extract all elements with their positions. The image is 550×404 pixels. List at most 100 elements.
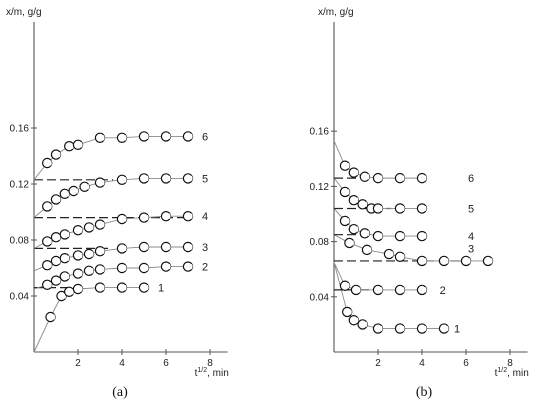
data-point bbox=[339, 186, 351, 198]
data-point bbox=[372, 203, 384, 214]
data-point bbox=[94, 245, 106, 257]
data-point-gap bbox=[366, 173, 370, 180]
data-point-gap bbox=[101, 179, 105, 186]
data-point-gap bbox=[351, 240, 354, 246]
data-point bbox=[344, 237, 355, 249]
data-point-gap bbox=[346, 218, 350, 224]
data-point bbox=[94, 264, 106, 275]
data-point-gap bbox=[123, 245, 127, 252]
x-axis-title: t1/2, min bbox=[195, 367, 229, 379]
series-label: 6 bbox=[202, 131, 208, 143]
x-tick-label: 4 bbox=[119, 358, 125, 369]
data-point bbox=[359, 171, 370, 182]
series-6: 6 bbox=[33, 131, 208, 181]
data-point bbox=[160, 173, 172, 184]
data-point bbox=[416, 172, 428, 184]
data-point-gap bbox=[189, 213, 193, 219]
data-point bbox=[160, 210, 172, 222]
data-point bbox=[72, 139, 84, 150]
x-tick-label: 8 bbox=[207, 358, 213, 369]
series-5: 5 bbox=[333, 177, 474, 215]
data-point bbox=[339, 280, 351, 291]
data-point-gap bbox=[101, 284, 105, 291]
data-point-gap bbox=[346, 282, 350, 289]
data-point-gap bbox=[123, 284, 127, 291]
data-point-gap bbox=[70, 289, 74, 295]
data-point-gap bbox=[366, 230, 370, 237]
data-point-gap bbox=[90, 251, 94, 257]
data-point-gap bbox=[79, 252, 83, 259]
data-point-gap bbox=[167, 244, 171, 250]
data-point bbox=[182, 131, 194, 142]
data-point bbox=[416, 255, 428, 267]
data-point bbox=[116, 262, 128, 274]
data-point-gap bbox=[145, 244, 149, 250]
series-label: 5 bbox=[202, 173, 208, 185]
panel-caption: (b) bbox=[416, 385, 433, 400]
data-point-gap bbox=[90, 268, 94, 274]
data-point-gap bbox=[79, 227, 83, 233]
data-point bbox=[94, 177, 106, 188]
data-point-gap bbox=[79, 142, 83, 148]
data-point bbox=[348, 223, 359, 235]
series-line bbox=[333, 140, 422, 179]
data-point bbox=[182, 241, 194, 253]
data-point-gap bbox=[123, 216, 127, 222]
data-point-gap bbox=[145, 133, 149, 140]
data-point-gap bbox=[123, 135, 127, 141]
data-point-gap bbox=[467, 258, 471, 264]
data-point-gap bbox=[423, 325, 427, 332]
series-6: 6 bbox=[333, 140, 474, 185]
data-point-gap bbox=[66, 255, 70, 261]
series-4: 4 bbox=[333, 208, 474, 243]
x-tick-label: 6 bbox=[163, 358, 169, 369]
series-label: 5 bbox=[468, 203, 474, 215]
data-point bbox=[79, 181, 90, 192]
data-point bbox=[68, 185, 79, 197]
data-point-gap bbox=[401, 254, 405, 260]
data-point-gap bbox=[79, 286, 83, 292]
data-point bbox=[416, 230, 428, 242]
data-point-gap bbox=[355, 226, 359, 232]
data-point bbox=[350, 284, 362, 296]
y-axis-title: x/m, g/g bbox=[318, 7, 354, 18]
data-point-gap bbox=[348, 309, 352, 315]
series-1: 1 bbox=[33, 282, 164, 353]
data-point-gap bbox=[355, 317, 359, 324]
data-point-gap bbox=[346, 189, 350, 195]
data-point bbox=[182, 173, 194, 184]
data-point bbox=[42, 260, 53, 271]
data-point bbox=[59, 253, 71, 264]
data-point-gap bbox=[48, 262, 52, 268]
data-point bbox=[94, 282, 106, 293]
data-point-gap bbox=[346, 162, 350, 169]
series-3: 3 bbox=[333, 234, 494, 267]
series-4: 4 bbox=[33, 210, 208, 249]
chart-panel-a: 0.04 0.08 0.12 0.16 2 4 6 8 x/m, g/g t1/2, min 1 2 3… bbox=[6, 7, 229, 400]
data-point-gap bbox=[70, 143, 74, 149]
data-point-gap bbox=[189, 175, 193, 182]
data-point-gap bbox=[379, 205, 383, 212]
data-point-gap bbox=[48, 160, 52, 166]
data-point bbox=[116, 174, 128, 185]
data-point-gap bbox=[423, 175, 427, 181]
data-point-gap bbox=[66, 273, 70, 280]
data-point-gap bbox=[401, 325, 405, 332]
series-label: 1 bbox=[454, 324, 460, 336]
data-point-gap bbox=[445, 258, 449, 264]
data-point-gap bbox=[189, 244, 193, 250]
data-point-gap bbox=[423, 233, 427, 239]
series-label: 6 bbox=[468, 173, 474, 185]
data-point bbox=[359, 228, 370, 239]
data-point bbox=[59, 229, 71, 240]
data-point-gap bbox=[48, 238, 52, 245]
data-point-gap bbox=[167, 133, 171, 140]
series-label: 4 bbox=[468, 231, 474, 243]
data-point-gap bbox=[379, 175, 383, 181]
data-point-gap bbox=[167, 213, 171, 219]
data-point-gap bbox=[57, 234, 61, 240]
data-point-gap bbox=[57, 258, 61, 264]
data-point bbox=[348, 194, 359, 206]
data-point-gap bbox=[364, 321, 368, 328]
data-point bbox=[357, 319, 368, 330]
